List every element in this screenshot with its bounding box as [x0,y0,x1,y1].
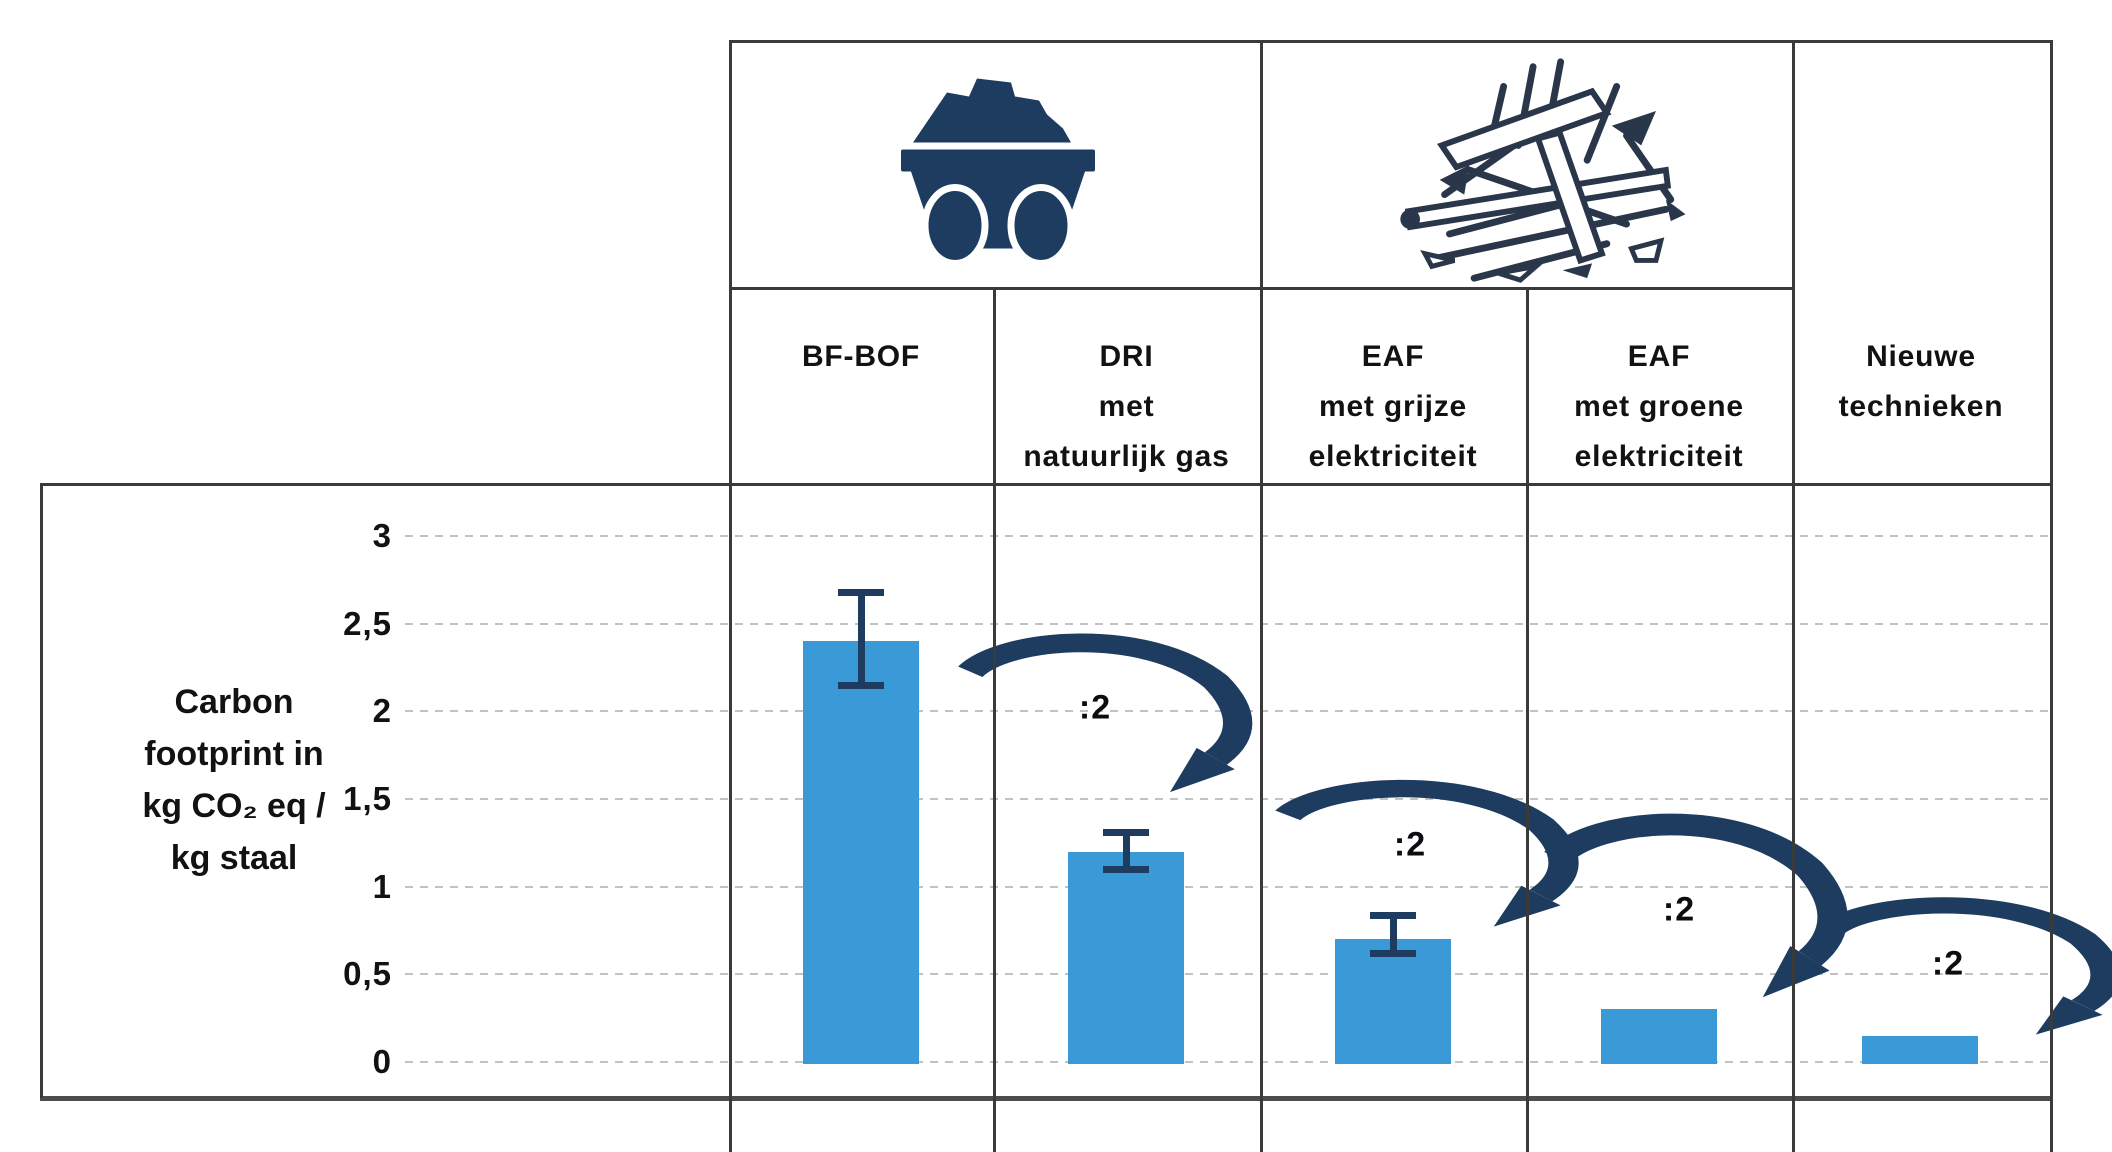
y-axis-title-line: footprint in [144,735,324,773]
column-header-eaf-metgroene-elektriciteit: EAF met groene elektriciteit [1526,332,1792,482]
gridline-3 [405,535,2050,538]
error-bar-cap-top [1103,829,1149,837]
divide-by-two-label: :2 [1078,688,1112,727]
bar-eaf-met-grijze-elektriciteit [1335,939,1451,1064]
column-header-line: BF-BOF [801,340,921,373]
y-tick-label: 0 [372,1043,392,1080]
gridline-0,5 [405,973,2050,976]
table-border-chart-bottom [40,1096,2050,1101]
bar-eaf-met-groene-elektriciteit [1601,1009,1717,1064]
column-header-line: elektriciteit [1574,440,1744,473]
column-header-bf-bof: BF-BOF [729,332,993,382]
table-border-col-4 [1526,287,1529,1152]
error-bar-cap-bottom [1370,950,1416,958]
y-tick-label: 3 [372,517,392,555]
error-bar-cap-bottom [838,682,884,690]
column-header-line: natuurlijk gas [1023,440,1230,473]
column-header-eaf-metgrijze-elektriciteit: EAF met grijze elektriciteit [1260,332,1526,482]
column-header-line: met groene [1574,390,1744,423]
table-border-top [729,40,2050,43]
column-header-line: EAF [1627,340,1691,373]
column-header-nieuwe-technieken: Nieuwe technieken [1792,332,2050,432]
y-tick-label: 1,5 [343,780,392,818]
table-border-col-2 [993,287,996,1152]
error-bar-line [1390,914,1397,954]
error-bar-cap-top [1370,911,1416,919]
scrap-metal-icon [1400,58,1686,283]
gridline-1,5 [405,798,2050,801]
y-axis-title: Carbon footprint in kg CO₂ eq / kg staal [46,676,422,884]
error-bar-line [858,592,865,686]
gridline-0 [405,1061,2050,1063]
error-bar-line [1123,832,1130,870]
divide-by-two-arrow [958,633,1253,793]
divide-by-two-label: :2 [1662,890,1696,929]
bar-bf-bof [803,641,919,1064]
column-header-line: EAF [1361,340,1425,373]
y-axis-title-line: kg staal [170,839,298,877]
divide-by-two-label: :2 [1931,944,1965,983]
column-header-line: met [1098,390,1155,423]
gridline-1 [405,885,2050,888]
table-border-right [2050,40,2053,1152]
coal-cart-icon [901,78,1095,267]
bar-dri-met-natuurlijk-gas [1068,851,1184,1064]
y-tick-label: 1 [372,867,392,905]
table-border-col-1 [729,40,732,1152]
column-header-line: elektriciteit [1308,440,1478,473]
y-tick-label: 2 [372,692,392,730]
table-border-col-5 [1792,40,1795,1152]
y-axis-title-line: Carbon [174,683,294,721]
column-header-line: technieken [1838,390,2004,423]
error-bar-cap-top [838,589,884,597]
column-header-line: Nieuwe [1866,340,1976,373]
column-header-dri-met-natuurlijkgas: DRI met natuurlijk gas [993,332,1260,482]
divide-by-two-label: :2 [1393,825,1427,864]
table-border-col-3 [1260,40,1263,1152]
table-border-left-axis-cell [40,483,43,1098]
bar-nieuwe-technieken [1862,1035,1978,1064]
y-tick-label: 0,5 [343,955,392,993]
error-bar-cap-bottom [1103,866,1149,874]
table-border-header-bottom [40,483,2050,486]
column-header-line: DRI [1099,340,1154,373]
y-tick-label: 2,5 [343,604,392,642]
y-axis-title-line: kg CO₂ eq / [142,787,326,825]
column-header-line: met grijze [1318,390,1468,423]
gridline-2,5 [405,622,2050,625]
